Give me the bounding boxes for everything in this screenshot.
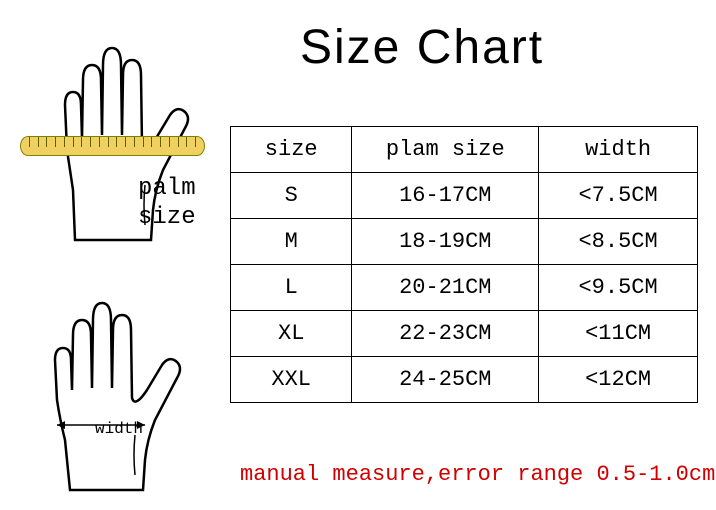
cell: <7.5CM bbox=[539, 173, 698, 219]
measurement-note: manual measure,error range 0.5-1.0cm bbox=[240, 462, 715, 487]
table-row: M 18-19CM <8.5CM bbox=[231, 219, 698, 265]
hand-width-illustration bbox=[15, 280, 205, 500]
cell: <12CM bbox=[539, 357, 698, 403]
cell: <8.5CM bbox=[539, 219, 698, 265]
cell: XL bbox=[231, 311, 352, 357]
palm-label-line1: palm bbox=[138, 175, 196, 204]
cell: <11CM bbox=[539, 311, 698, 357]
table-row: XL 22-23CM <11CM bbox=[231, 311, 698, 357]
cell: XXL bbox=[231, 357, 352, 403]
cell: <9.5CM bbox=[539, 265, 698, 311]
palm-label-line2: size bbox=[138, 204, 196, 233]
size-chart-table: size plam size width S 16-17CM <7.5CM M … bbox=[230, 126, 698, 403]
cell: 16-17CM bbox=[352, 173, 539, 219]
cell: M bbox=[231, 219, 352, 265]
th-palm-size: plam size bbox=[352, 127, 539, 173]
width-label: width bbox=[95, 420, 143, 438]
table-row: XXL 24-25CM <12CM bbox=[231, 357, 698, 403]
cell: L bbox=[231, 265, 352, 311]
page-title: Size Chart bbox=[300, 20, 544, 75]
palm-size-label: palm size bbox=[138, 175, 196, 233]
measuring-tape bbox=[20, 136, 205, 166]
cell: 22-23CM bbox=[352, 311, 539, 357]
cell: S bbox=[231, 173, 352, 219]
cell: 24-25CM bbox=[352, 357, 539, 403]
th-size: size bbox=[231, 127, 352, 173]
table-row: S 16-17CM <7.5CM bbox=[231, 173, 698, 219]
table-row: L 20-21CM <9.5CM bbox=[231, 265, 698, 311]
th-width: width bbox=[539, 127, 698, 173]
cell: 18-19CM bbox=[352, 219, 539, 265]
cell: 20-21CM bbox=[352, 265, 539, 311]
